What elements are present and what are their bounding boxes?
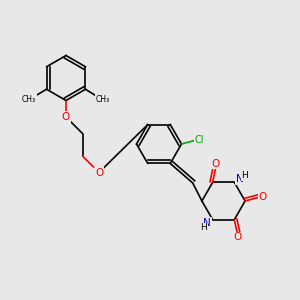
Text: O: O xyxy=(212,159,220,169)
Text: O: O xyxy=(95,167,103,178)
Text: CH₃: CH₃ xyxy=(95,95,109,104)
Text: O: O xyxy=(258,192,266,203)
Text: Cl: Cl xyxy=(194,135,204,146)
Text: O: O xyxy=(62,112,70,122)
Text: N: N xyxy=(236,174,244,184)
Text: H: H xyxy=(200,223,207,232)
Text: O: O xyxy=(233,232,242,242)
Text: N: N xyxy=(203,218,211,228)
Text: H: H xyxy=(242,171,248,180)
Text: CH₃: CH₃ xyxy=(22,95,36,104)
